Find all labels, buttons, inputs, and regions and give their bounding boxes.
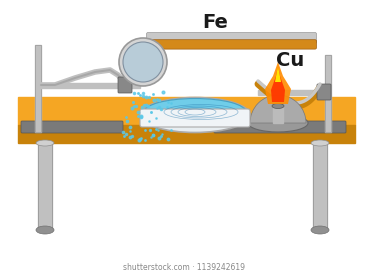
FancyBboxPatch shape xyxy=(140,109,250,127)
Polygon shape xyxy=(18,97,355,125)
Ellipse shape xyxy=(140,97,250,132)
Ellipse shape xyxy=(311,140,329,146)
Circle shape xyxy=(119,38,167,86)
Ellipse shape xyxy=(311,226,329,234)
Polygon shape xyxy=(18,125,355,143)
Polygon shape xyxy=(35,45,41,132)
FancyBboxPatch shape xyxy=(317,84,331,100)
Polygon shape xyxy=(271,66,285,102)
Wedge shape xyxy=(250,95,306,123)
Polygon shape xyxy=(275,66,281,82)
Polygon shape xyxy=(325,55,331,132)
Text: Cu: Cu xyxy=(276,50,304,69)
Polygon shape xyxy=(258,90,328,95)
FancyBboxPatch shape xyxy=(118,77,132,93)
FancyBboxPatch shape xyxy=(21,121,123,133)
Ellipse shape xyxy=(36,226,54,234)
Polygon shape xyxy=(313,143,327,230)
FancyBboxPatch shape xyxy=(214,121,346,133)
Ellipse shape xyxy=(248,114,308,132)
Polygon shape xyxy=(265,62,291,104)
Polygon shape xyxy=(38,83,140,87)
FancyBboxPatch shape xyxy=(146,40,316,49)
Text: shutterstock.com · 1139242619: shutterstock.com · 1139242619 xyxy=(123,263,245,272)
Ellipse shape xyxy=(272,104,284,109)
Polygon shape xyxy=(38,143,52,230)
Text: Fe: Fe xyxy=(202,13,228,32)
Ellipse shape xyxy=(144,99,246,125)
Circle shape xyxy=(123,42,163,82)
Polygon shape xyxy=(273,106,283,123)
FancyBboxPatch shape xyxy=(146,32,316,43)
Ellipse shape xyxy=(36,140,54,146)
